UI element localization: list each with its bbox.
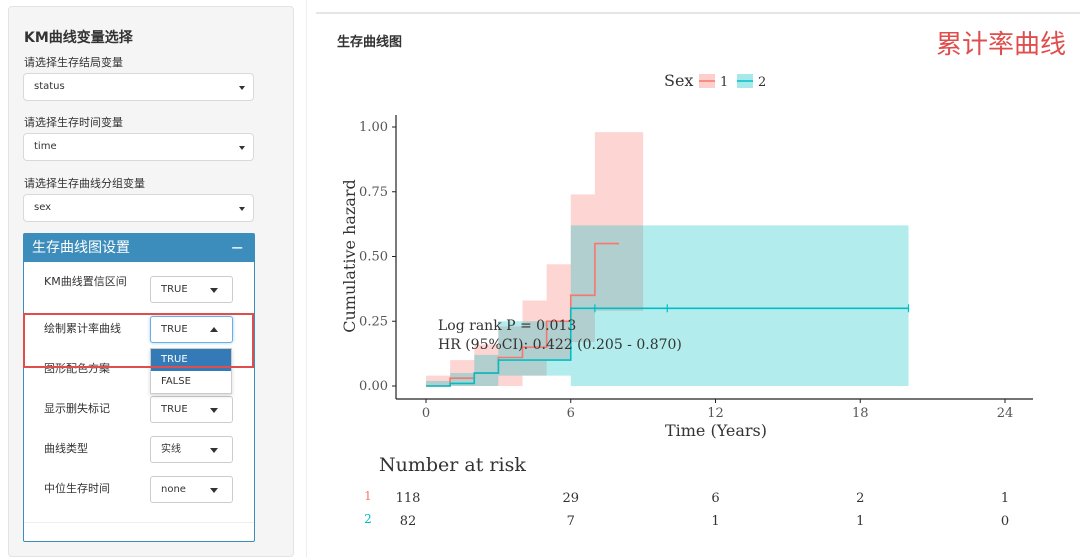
linetype-setting-select[interactable]: 实线: [150, 436, 233, 463]
median-setting-value: none: [161, 484, 186, 495]
curve-settings-header[interactable]: 生存曲线图设置 −: [24, 234, 254, 262]
survival-line-series-2: [426, 307, 909, 387]
chevron-down-icon: [239, 207, 245, 211]
risk-count-2-6: 7: [567, 514, 575, 529]
risk-count-1-6: 29: [562, 491, 579, 506]
legend-label-2: 2: [758, 75, 766, 90]
risk-count-2-12: 1: [711, 514, 719, 529]
ci-setting-value: TRUE: [161, 284, 188, 295]
linetype-setting-label: 曲线类型: [44, 442, 88, 455]
y-tick-label-3: 0.75: [359, 185, 388, 200]
y-tick-label-1: 0.25: [359, 314, 388, 329]
group-variable-select[interactable]: sex: [23, 194, 254, 222]
risk-group-label-2: 2: [364, 512, 372, 526]
median-setting-select[interactable]: none: [150, 476, 233, 503]
censor-setting-value: TRUE: [161, 404, 188, 415]
linetype-setting-value: 实线: [161, 444, 181, 455]
sidebar-panel: KM曲线变量选择 请选择生存结局变量 status 请选择生存时间变量 time…: [8, 6, 294, 557]
risk-group-label-1: 1: [364, 489, 372, 503]
outcome-variable-value: status: [34, 81, 65, 92]
cumulative-dropdown-menu: TRUE FALSE: [150, 348, 232, 394]
legend-label-1: 1: [720, 75, 728, 90]
y-axis-label: Cumulative hazard: [340, 179, 359, 333]
ci-setting-label: KM曲线置信区间: [44, 275, 127, 288]
y-tick-label-4: 1.00: [359, 120, 388, 135]
risk-count-2-0: 82: [400, 514, 417, 529]
x-tick-label-6: 6: [567, 406, 575, 421]
group-variable-value: sex: [34, 202, 52, 213]
main-divider: [306, 0, 307, 557]
dropdown-option-false[interactable]: FALSE: [161, 376, 191, 387]
risk-table-title: Number at risk: [379, 454, 526, 476]
chevron-down-icon: [210, 288, 218, 293]
chevron-down-icon: [210, 488, 218, 493]
risk-count-1-18: 2: [856, 491, 864, 506]
dropdown-option-true[interactable]: TRUE: [151, 349, 231, 371]
box-divider: [24, 522, 254, 523]
risk-count-1-0: 118: [396, 491, 421, 506]
censor-setting-label: 显示删失标记: [44, 402, 110, 415]
panel-title: 生存曲线图: [337, 35, 403, 50]
time-variable-label: 请选择生存时间变量: [24, 116, 123, 129]
chevron-down-icon: [210, 448, 218, 453]
minus-icon[interactable]: −: [230, 238, 244, 257]
curve-settings-title: 生存曲线图设置: [32, 240, 130, 256]
group-variable-label: 请选择生存曲线分组变量: [24, 177, 145, 190]
x-axis-label: Time (Years): [665, 421, 767, 440]
x-tick-label-18: 18: [852, 406, 869, 421]
survival-chart: 0 6 12 18 240.000.250.500.751.00 Sex 1 2 Log…: [340, 71, 1033, 529]
chevron-down-icon: [239, 86, 245, 90]
legend-title: Sex: [664, 71, 693, 90]
chevron-up-icon: [210, 327, 218, 332]
sidebar-title: KM曲线变量选择: [24, 30, 133, 46]
palette-setting-label: 图形配色方案: [44, 362, 110, 375]
y-tick-label-0: 0.00: [359, 379, 388, 394]
chevron-down-icon: [210, 408, 218, 413]
ci-setting-select[interactable]: TRUE: [150, 276, 233, 303]
y-tick-label-2: 0.50: [359, 250, 388, 265]
ci-band-series-1: [426, 132, 644, 386]
x-tick-label-12: 12: [707, 406, 724, 421]
risk-count-1-24: 1: [1001, 491, 1009, 506]
time-variable-value: time: [34, 141, 57, 152]
chevron-down-icon: [239, 146, 245, 150]
hr-annotation: HR (95%CI): 0.422 (0.205 - 0.870): [438, 337, 682, 353]
x-tick-label-0: 0: [422, 406, 430, 421]
logrank-annotation: Log rank P = 0.013: [438, 318, 576, 334]
x-tick-label-24: 24: [997, 406, 1014, 421]
censor-setting-select[interactable]: TRUE: [150, 396, 233, 423]
main-top-border: [316, 12, 1080, 14]
risk-count-2-24: 0: [1001, 514, 1009, 529]
time-variable-select[interactable]: time: [23, 133, 254, 161]
cumulative-setting-label: 绘制累计率曲线: [44, 322, 121, 335]
outcome-variable-label: 请选择生存结局变量: [24, 56, 123, 69]
main-panel: 生存曲线图 累计率曲线 0 6 12 18 24 0.00 0.25 0.50 0.75 1.00…: [306, 0, 1080, 557]
median-setting-label: 中位生存时间: [44, 482, 110, 495]
cumulative-setting-select[interactable]: TRUE: [150, 316, 233, 343]
cumulative-curve-caption: 累计率曲线: [936, 30, 1067, 60]
outcome-variable-select[interactable]: status: [23, 73, 254, 101]
survival-line-series-1: [426, 242, 619, 387]
risk-count-2-18: 1: [856, 514, 864, 529]
risk-count-1-12: 6: [711, 491, 719, 506]
cumulative-setting-value: TRUE: [161, 324, 188, 335]
